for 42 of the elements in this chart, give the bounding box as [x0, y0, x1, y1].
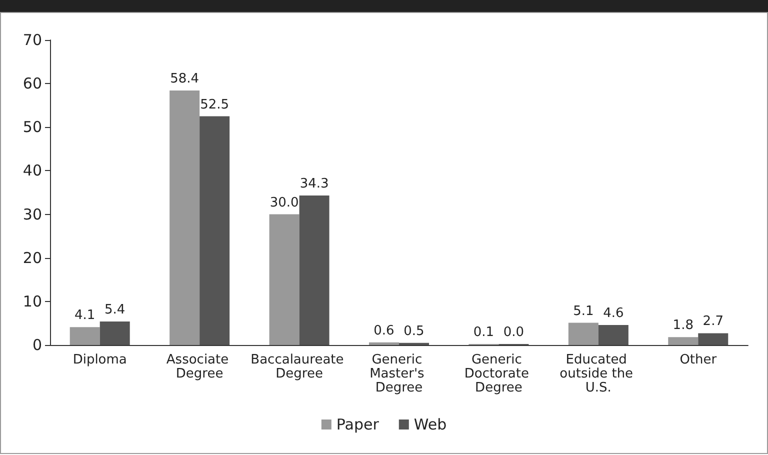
- y-tick-label: 50: [22, 118, 42, 136]
- data-label: 4.1: [74, 308, 96, 324]
- data-label: 0.6: [374, 323, 394, 338]
- bar: [299, 196, 330, 345]
- x-tick-label: Generic Master's Degree: [370, 352, 428, 396]
- x-tick-label: Generic Doctorate Degree: [464, 352, 534, 396]
- bar: [100, 321, 130, 345]
- legend-label: Paper: [336, 416, 380, 434]
- data-label: 30.0: [270, 195, 299, 210]
- data-label: 4.6: [603, 306, 624, 321]
- data-label: 5.1: [573, 304, 594, 319]
- y-tick-label: 20: [22, 248, 42, 267]
- x-tick-label: Diploma: [72, 352, 127, 368]
- x-tick-label: Other: [680, 352, 718, 368]
- x-tick-label: Baccalaureate Degree: [250, 352, 348, 382]
- data-label: 5.4: [104, 302, 126, 318]
- bar: [369, 342, 399, 345]
- x-tick-label: Educated outside the U.S.: [560, 352, 638, 396]
- bar: [70, 327, 100, 345]
- y-tick-label: 60: [22, 74, 42, 93]
- legend-label: Web: [414, 416, 447, 434]
- bar: [698, 333, 728, 345]
- y-tick-label: 30: [22, 205, 42, 224]
- data-label: 58.4: [170, 72, 200, 87]
- x-tick-label: Associate Degree: [166, 352, 233, 382]
- y-tick-label: 40: [22, 162, 42, 180]
- bar: [200, 116, 230, 345]
- data-label: 1.8: [672, 318, 694, 334]
- bar: [170, 90, 200, 345]
- y-tick-label: 0: [32, 336, 42, 354]
- data-label: 0.1: [473, 325, 494, 340]
- y-tick-label: 10: [22, 292, 42, 310]
- bar: [269, 214, 300, 345]
- bar: [668, 337, 698, 345]
- data-label: 34.3: [300, 176, 329, 192]
- data-label: 0.5: [404, 324, 424, 339]
- bar: [598, 324, 628, 345]
- data-label: 52.5: [200, 97, 230, 112]
- data-label: 0.0: [503, 325, 524, 340]
- y-tick-label: 70: [22, 31, 42, 49]
- data-label: 2.7: [702, 314, 724, 330]
- bar: [568, 322, 598, 345]
